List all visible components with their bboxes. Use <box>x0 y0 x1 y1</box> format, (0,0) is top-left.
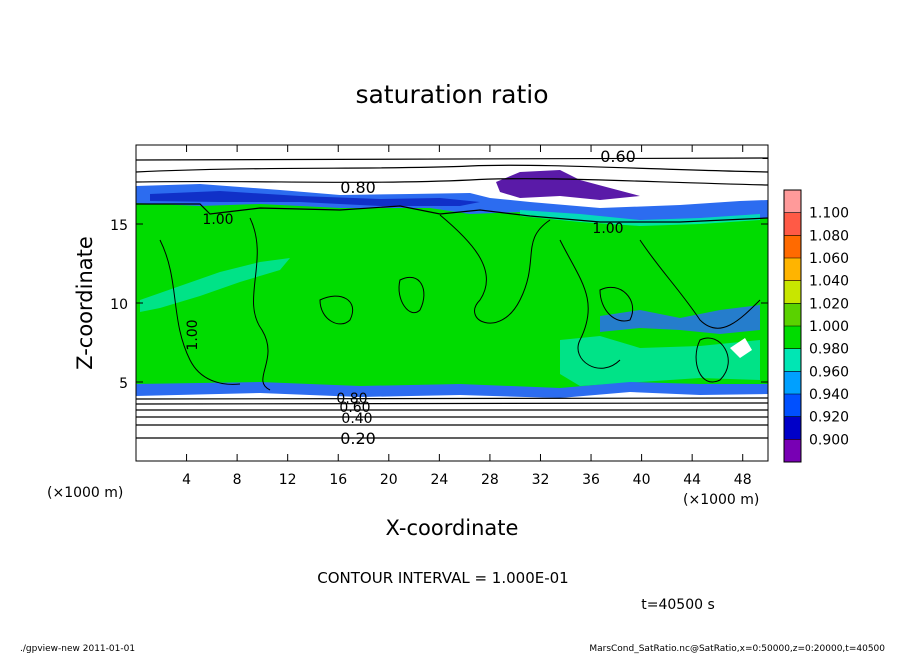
subsaturated-patch-right <box>600 305 760 334</box>
colorbar-label: 1.000 <box>809 319 849 335</box>
time-text: t=40500 s <box>641 597 715 613</box>
colorbar-swatch <box>784 258 801 282</box>
contour-label-100-left: 1.00 <box>202 212 233 228</box>
x-tick-label: 20 <box>380 472 398 488</box>
colorbar-label: 0.940 <box>809 387 849 403</box>
bottom-blue-edge <box>136 382 768 398</box>
x-axis: 4 8 12 16 20 24 28 32 36 40 44 48 <box>182 145 752 488</box>
contour-label-060-bottom: 0.60 <box>339 400 370 416</box>
colorbar-swatch <box>784 235 801 259</box>
colorbar-label: 1.080 <box>809 228 849 244</box>
colorbar-label: 1.100 <box>809 206 849 222</box>
colorbar-swatch <box>784 303 801 327</box>
contour-label-060-top: 0.60 <box>600 147 636 166</box>
contour-label-020-bottom: 0.20 <box>340 429 376 448</box>
x-tick-label: 24 <box>430 472 448 488</box>
contour-labels: 0.60 0.80 1.00 1.00 1.00 0.80 0.60 0.40 … <box>185 147 636 448</box>
y-tick-label: 15 <box>110 218 128 234</box>
upper-contours <box>136 157 768 223</box>
x-tick-label: 40 <box>633 472 651 488</box>
contour-label-100-vertical: 1.00 <box>185 319 201 350</box>
lower-contours <box>136 397 768 439</box>
subsaturated-band-dark <box>150 191 480 206</box>
x-tick-label: 4 <box>182 472 191 488</box>
colorbar-swatch <box>784 416 801 440</box>
colorbar: 1.100 1.080 1.060 1.040 1.020 1.000 0.980 0.960… <box>783 189 849 463</box>
white-gap-right <box>730 338 752 358</box>
x-unit-left: (×1000 m) <box>47 485 123 501</box>
y-tick-label: 5 <box>119 376 128 392</box>
cyan-patch-left <box>140 258 290 312</box>
contour-interval-text: CONTOUR INTERVAL = 1.000E-01 <box>317 569 568 587</box>
x-tick-label: 12 <box>279 472 297 488</box>
y-axis: 5 10 15 <box>110 218 768 392</box>
x-tick-label: 32 <box>532 472 550 488</box>
chart-title: saturation ratio <box>355 80 548 109</box>
x-tick-label: 44 <box>683 472 701 488</box>
cyan-patch-top <box>520 210 760 226</box>
cyan-patch-right <box>560 336 760 386</box>
colorbar-swatch <box>784 326 801 350</box>
footer-left: ./gpview-new 2011-01-01 <box>20 644 135 654</box>
footer-right: MarsCond_SatRatio.nc@SatRatio,x=0:50000,… <box>589 644 885 654</box>
interior-contours <box>159 214 761 391</box>
contour-label-100-right: 1.00 <box>592 221 623 237</box>
x-tick-label: 28 <box>481 472 499 488</box>
colorbar-label: 0.920 <box>809 410 849 426</box>
x-unit-right: (×1000 m) <box>683 492 759 508</box>
plot-area <box>136 145 768 461</box>
colorbar-label: 1.020 <box>809 296 849 312</box>
contour-label-080-bottom: 0.80 <box>336 391 367 407</box>
colorbar-label: 0.980 <box>809 342 849 358</box>
colorbar-label: 0.960 <box>809 364 849 380</box>
colorbar-label: 1.060 <box>809 251 849 267</box>
contour-label-080-top: 0.80 <box>340 178 376 197</box>
cloud-top <box>496 170 640 200</box>
x-tick-label: 8 <box>233 472 242 488</box>
x-tick-label: 36 <box>582 472 600 488</box>
y-tick-label: 10 <box>110 297 128 313</box>
colorbar-label: 0.900 <box>809 432 849 448</box>
x-tick-label: 16 <box>329 472 347 488</box>
contour-label-040-bottom: 0.40 <box>341 411 372 427</box>
colorbar-swatch <box>784 348 801 372</box>
colorbar-swatch <box>784 439 801 463</box>
x-tick-label: 48 <box>734 472 752 488</box>
colorbar-swatch <box>784 280 801 304</box>
colorbar-label: 1.040 <box>809 274 849 290</box>
colorbar-swatch <box>784 190 801 214</box>
colorbar-swatch <box>784 212 801 236</box>
y-axis-label: Z-coordinate <box>73 236 97 370</box>
colorbar-swatch <box>784 394 801 418</box>
colorbar-swatch <box>784 371 801 395</box>
x-axis-label: X-coordinate <box>386 516 519 540</box>
